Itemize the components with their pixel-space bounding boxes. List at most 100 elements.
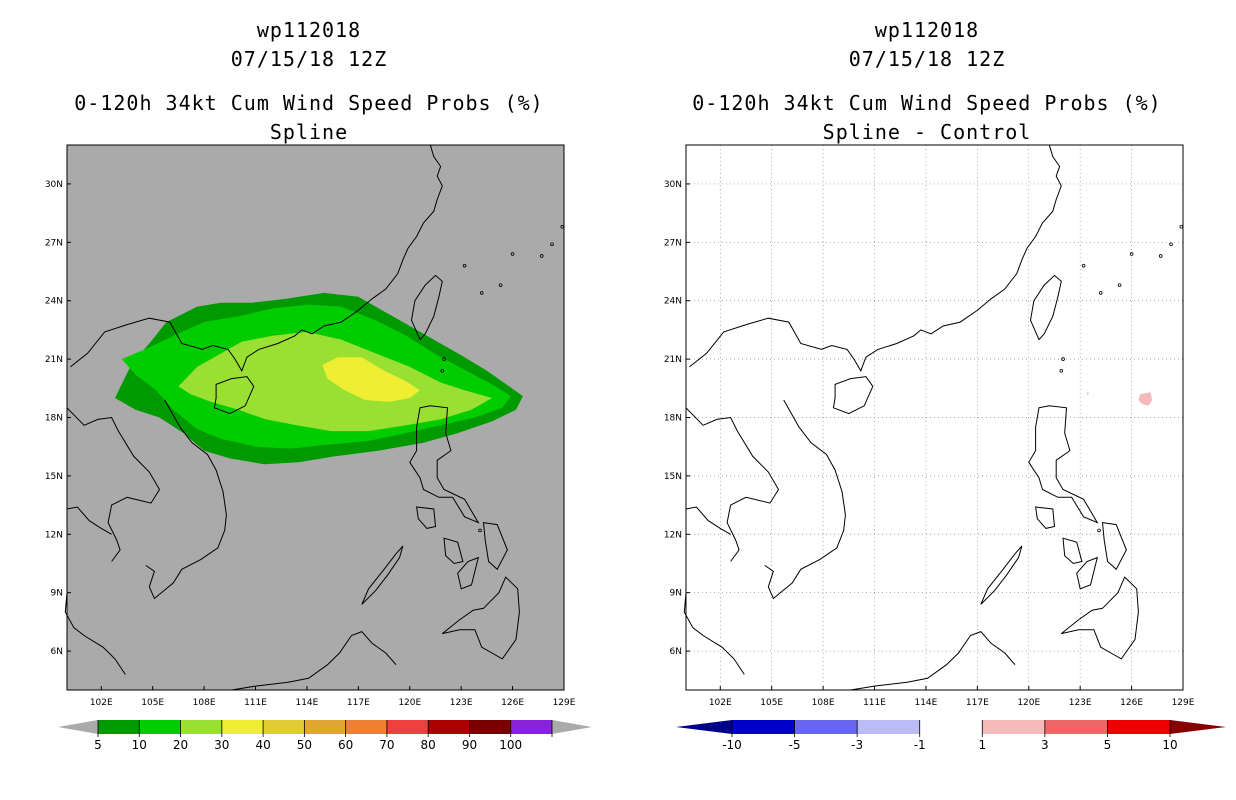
- lon-tick-label: 117E: [347, 698, 370, 708]
- coastline-malay: [683, 592, 745, 675]
- lat-tick-label: 18N: [664, 414, 682, 424]
- island: [1061, 357, 1065, 361]
- island: [1169, 242, 1173, 247]
- lon-tick-label: 105E: [141, 698, 164, 708]
- colorbar-swatch: [510, 720, 552, 734]
- lat-tick-label: 21N: [664, 355, 682, 365]
- colorbar-swatch: [1107, 720, 1170, 734]
- coastline-luzon: [1028, 405, 1099, 524]
- probability-map-svg: 102E 105E 108E 111E 114E 117E 120E 123E 126E 129E…: [45, 144, 576, 708]
- colorbar-swatch: [139, 720, 181, 734]
- storm-id-title: wp112018: [874, 18, 980, 42]
- colorbar-label: -5: [789, 738, 801, 752]
- colorbar-label: -3: [851, 738, 863, 752]
- difference-colorbar: -10 -5 -3 -1 1 3 5 10: [676, 716, 1226, 756]
- lon-tick-label: 111E: [863, 698, 886, 708]
- colorbar-label: 70: [379, 738, 394, 752]
- probability-map: 102E 105E 108E 111E 114E 117E 120E 123E 126E 129E…: [45, 144, 576, 708]
- coastline-vietnam_west: [685, 407, 780, 562]
- island: [539, 254, 544, 258]
- lon-tick-label: 120E: [398, 698, 421, 708]
- colorbar-swatch: [180, 720, 222, 734]
- colorbar-swatch: [982, 720, 1045, 734]
- lon-tick-label: 126E: [1120, 698, 1143, 708]
- lat-tick-label: 24N: [45, 297, 63, 307]
- lon-tick-label: 108E: [193, 698, 216, 708]
- coastline-palawan: [980, 545, 1023, 605]
- lat-tick-label: 15N: [664, 472, 682, 482]
- colorbar-swatch: [1044, 720, 1108, 734]
- island: [478, 528, 482, 533]
- colorbar-label: 5: [94, 738, 102, 752]
- colorbar-label: 80: [421, 738, 436, 752]
- lat-tick-label: 24N: [664, 297, 682, 307]
- product-title: 0-120h 34kt Cum Wind Speed Probs (%): [692, 91, 1162, 115]
- coastline-hainan: [213, 376, 255, 415]
- coastline-luzon: [409, 405, 480, 524]
- colorbar-swatch: [919, 720, 983, 734]
- island: [550, 242, 554, 247]
- island: [1117, 283, 1122, 287]
- colorbar-label: 5: [1104, 738, 1112, 752]
- island: [1129, 252, 1134, 256]
- lon-tick-label: 129E: [553, 698, 576, 708]
- colorbar-swatch: [794, 720, 858, 734]
- probability-contour-30: [322, 357, 420, 402]
- coastline-hainan: [832, 376, 874, 415]
- island: [1097, 528, 1101, 533]
- colorbar-swatch: [345, 720, 387, 734]
- colorbar-swatch: [469, 720, 511, 734]
- left-panel: wp112018 07/15/18 12Z 0-120h 34kt Cum Wi…: [45, 18, 592, 752]
- lat-tick-label: 30N: [664, 180, 682, 190]
- lon-tick-label: 126E: [501, 698, 524, 708]
- coastline-mindanao: [441, 576, 520, 660]
- coastline-mainland: [70, 144, 443, 372]
- coastline-gulf_of_thailand: [66, 506, 112, 535]
- coastline-vietnam_coast: [145, 399, 227, 600]
- coastline-mindanao: [1060, 576, 1139, 660]
- colorbar-label: 3: [1041, 738, 1049, 752]
- coastline-taiwan: [410, 274, 443, 341]
- lat-tick-label: 21N: [45, 355, 63, 365]
- coastline-samar_leyte: [1101, 522, 1127, 571]
- colorbar-swatch: [263, 720, 305, 734]
- lon-tick-label: 108E: [812, 698, 835, 708]
- colorbar-swatch: [386, 720, 429, 734]
- coastline-borneo: [231, 631, 397, 691]
- difference-map: 102E 105E 108E 111E 114E 117E 120E 123E 126E 129E…: [664, 144, 1195, 708]
- product-title: 0-120h 34kt Cum Wind Speed Probs (%): [74, 91, 544, 115]
- colorbar-label: 1: [978, 738, 986, 752]
- coastline-vietnam_west: [66, 407, 161, 562]
- difference-colorbar-svg: -10 -5 -3 -1 1 3 5 10: [676, 720, 1226, 752]
- coastline-palawan: [361, 545, 404, 605]
- coastline-mindoro: [1035, 506, 1056, 529]
- lon-tick-label: 114E: [295, 698, 318, 708]
- colorbar-label: 30: [214, 738, 229, 752]
- colorbar-label: 20: [173, 738, 188, 752]
- colorbar-swatch: [428, 720, 470, 734]
- colorbar-end-right: [552, 720, 592, 734]
- colorbar-swatch: [221, 720, 264, 734]
- lat-tick-label: 9N: [670, 589, 682, 599]
- island: [440, 368, 445, 373]
- storm-id-title: wp112018: [256, 18, 362, 42]
- lat-tick-label: 27N: [664, 238, 682, 248]
- colorbar-swatch: [304, 720, 346, 734]
- island: [462, 263, 467, 268]
- coastline-vietnam_coast: [764, 399, 846, 600]
- colorbar-label: -1: [914, 738, 926, 752]
- difference-map-svg: 102E 105E 108E 111E 114E 117E 120E 123E 126E 129E…: [664, 144, 1195, 708]
- colorbar-swatch: [98, 720, 140, 734]
- lon-tick-label: 117E: [966, 698, 989, 708]
- difference-patch: [1087, 392, 1089, 397]
- lat-tick-label: 12N: [45, 530, 63, 540]
- colorbar-label: 10: [1162, 738, 1177, 752]
- coastline-panay_negros: [443, 537, 464, 565]
- colorbar-label: 100: [499, 738, 522, 752]
- coastline-borneo: [850, 631, 1016, 691]
- colorbar-end-left: [676, 720, 732, 734]
- colorbar-end-right: [1170, 720, 1226, 734]
- colorbar-label: 10: [132, 738, 147, 752]
- coastline-mindoro: [416, 506, 437, 529]
- lon-tick-label: 123E: [450, 698, 473, 708]
